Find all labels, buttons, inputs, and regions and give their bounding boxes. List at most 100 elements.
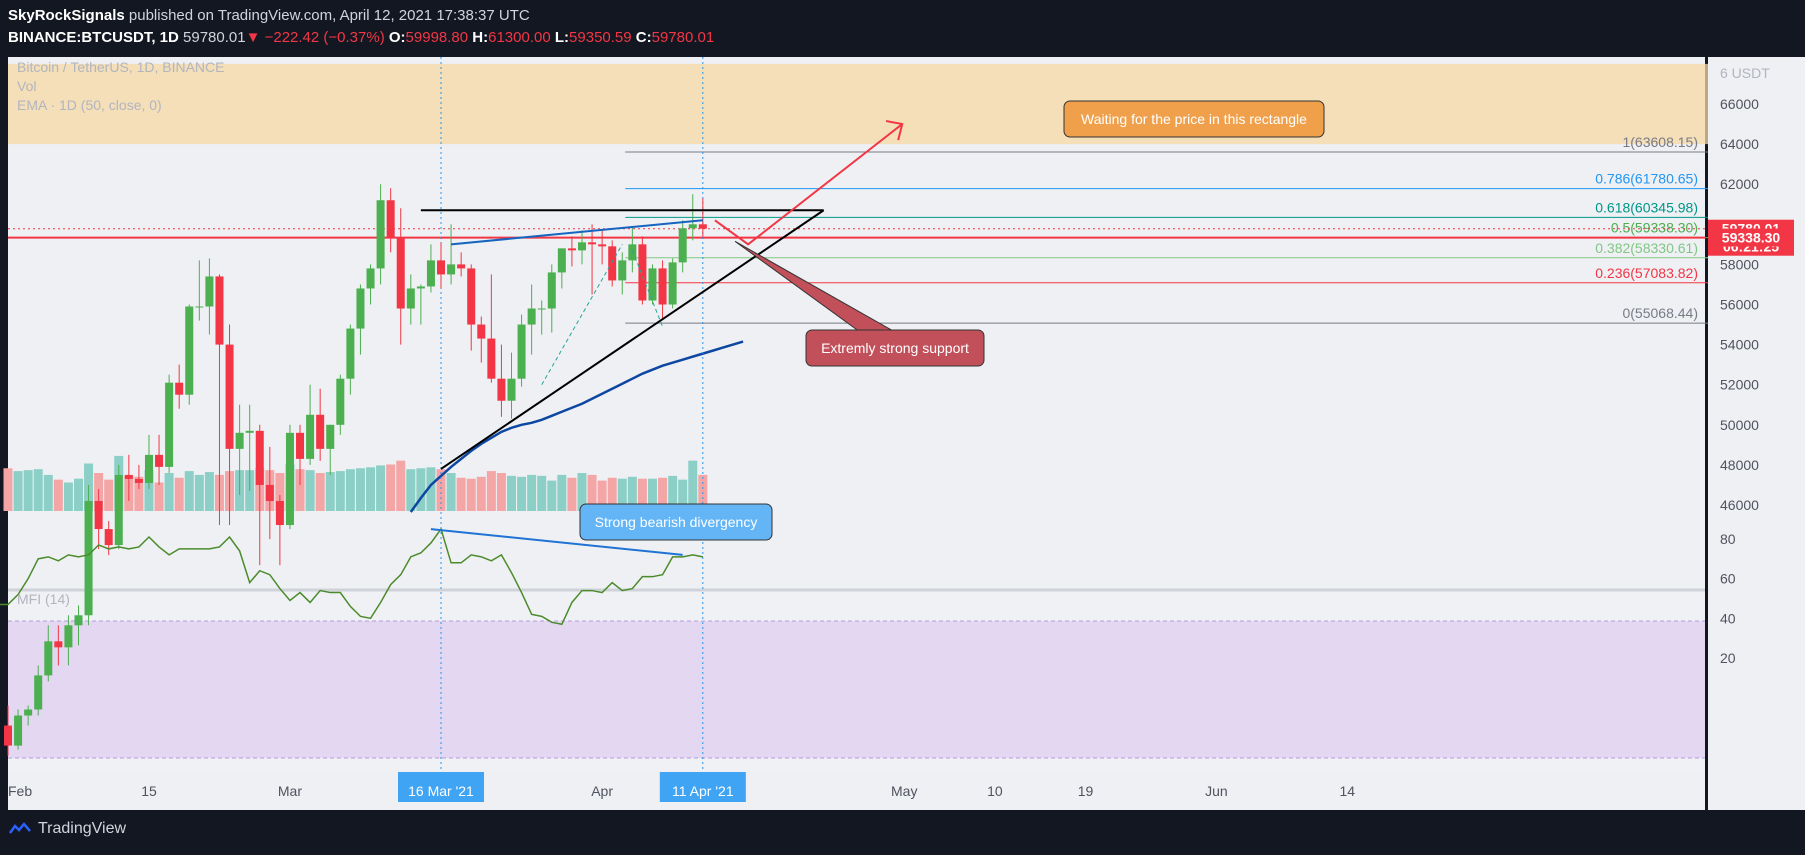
- volume-bar: [567, 477, 577, 511]
- time-tick-label: 19: [1078, 783, 1094, 799]
- candle-body: [447, 264, 456, 275]
- candle-body: [396, 238, 405, 309]
- candle-body: [577, 242, 586, 251]
- date-marker-badge: [398, 772, 485, 802]
- price-change: ▼ −222.42 (−0.37%): [245, 29, 385, 46]
- close-label: C:: [635, 29, 652, 46]
- annotation-text: Strong bearish divergency: [595, 514, 758, 530]
- volume-bar: [275, 473, 285, 511]
- candle-body: [54, 641, 63, 648]
- legend-mfi: MFI (14): [17, 591, 70, 607]
- candle-body: [477, 324, 486, 339]
- mfi-divergence-line: [430, 528, 683, 556]
- mfi-tick-label: 60: [1720, 571, 1736, 587]
- candle-body: [507, 378, 516, 401]
- candle-body: [64, 625, 73, 648]
- tradingview-brand[interactable]: TradingView: [8, 820, 126, 838]
- volume-bar: [496, 473, 506, 511]
- volume-bar: [617, 478, 627, 511]
- candle-body: [426, 260, 435, 287]
- volume-bar: [73, 478, 83, 511]
- price-tick-label: 66000: [1720, 96, 1759, 112]
- candle-body: [134, 478, 143, 483]
- candle-body: [316, 414, 325, 449]
- volume-bar: [607, 477, 617, 511]
- volume-bar: [154, 482, 164, 511]
- high-label: H:: [472, 29, 489, 46]
- volume-bar: [688, 460, 698, 511]
- volume-bar: [194, 474, 204, 511]
- publish-info: SkyRockSignals published on TradingView.…: [8, 7, 530, 24]
- ema-50-line: [409, 340, 744, 513]
- legend-title: Bitcoin / TetherUS, 1D, BINANCE: [17, 59, 224, 75]
- candle-body: [658, 268, 667, 305]
- price-tick-label: 64000: [1720, 136, 1759, 152]
- volume-bar: [144, 470, 154, 511]
- projection-arrow: [714, 123, 903, 246]
- candles: [4, 184, 707, 756]
- fib-level-label: 0(55068.44): [1622, 305, 1698, 321]
- candle-body: [406, 288, 415, 309]
- annotation-box: [1063, 100, 1325, 138]
- volume-bar: [627, 476, 637, 511]
- candle-body: [608, 246, 617, 281]
- mfi-tick-label: 80: [1720, 531, 1736, 547]
- fibonacci-retracement: 1(63608.15) 0.786(61780.65) 0.618(60345.98…: [625, 134, 1708, 324]
- candle-body: [94, 500, 103, 530]
- candle-body: [487, 338, 496, 379]
- price-tick-label: 50000: [1720, 417, 1759, 433]
- tradingview-logo-icon: [8, 822, 31, 834]
- fib-level-label: 1(63608.15): [1622, 134, 1698, 150]
- volume-bar: [446, 473, 456, 511]
- open-label: O:: [388, 29, 406, 46]
- time-tick-label: Mar: [278, 783, 302, 799]
- candle-body: [648, 268, 657, 301]
- fib-level-label: 0.618(60345.98): [1595, 199, 1698, 215]
- author-name[interactable]: SkyRockSignals: [8, 7, 125, 24]
- time-axis: [8, 770, 1705, 810]
- candle-body: [366, 268, 375, 289]
- candle-body: [285, 432, 294, 526]
- volume-bar: [345, 469, 355, 511]
- mfi-tick-label: 20: [1720, 650, 1736, 666]
- candle-body: [376, 200, 385, 269]
- candle-body: [34, 675, 43, 710]
- chart-legend: Bitcoin / TetherUS, 1D, BINANCE Vol EMA …: [17, 59, 224, 607]
- volume-bar: [637, 478, 647, 511]
- volume-bar: [597, 480, 607, 511]
- volume-bar: [174, 477, 184, 511]
- candle-body: [215, 276, 224, 345]
- candle-body: [235, 432, 244, 449]
- volume-bar: [486, 471, 496, 511]
- fib-anchor-line: [541, 244, 623, 385]
- candle-body: [195, 306, 204, 308]
- price-axis: 6 USDT 46000 48000 50000 52000 54000 56000 5800…: [1708, 57, 1805, 810]
- volume-bar: [23, 470, 33, 511]
- volume-bar: [557, 474, 567, 511]
- volume-bar: [507, 475, 516, 511]
- fib-level-label: 0.236(57083.82): [1595, 265, 1698, 281]
- high-value: 61300.00: [488, 29, 551, 46]
- candle-body: [416, 286, 425, 289]
- price-badge: [1708, 228, 1794, 247]
- candle-body: [688, 224, 697, 229]
- time-tick-label: 15: [141, 783, 157, 799]
- candle-body: [547, 272, 556, 309]
- volume-bar: [305, 470, 315, 511]
- ohlc-header: BINANCE:BTCUSDT, 1D 59780.01▼ −222.42 (−…: [8, 29, 714, 46]
- candle-body: [114, 474, 123, 546]
- volume-bar: [376, 465, 386, 511]
- legend-volume: Vol: [17, 78, 36, 94]
- divergence-price-line: [450, 219, 703, 246]
- candle-body: [346, 328, 355, 379]
- annotation-box: [579, 503, 773, 541]
- candle-body: [44, 641, 53, 676]
- time-tick-label: 14: [1340, 783, 1356, 799]
- candle-body: [265, 484, 274, 501]
- volume-bar: [577, 473, 587, 511]
- time-axis-labels: Feb 15 Mar Apr May 10 19 Jun 14 16 Mar '21 11 Apr …: [8, 772, 1355, 802]
- annotations: Waiting for the price in this rectangle E…: [579, 100, 1325, 541]
- price-tick-label: 56000: [1720, 297, 1759, 313]
- volume-bar: [325, 472, 335, 511]
